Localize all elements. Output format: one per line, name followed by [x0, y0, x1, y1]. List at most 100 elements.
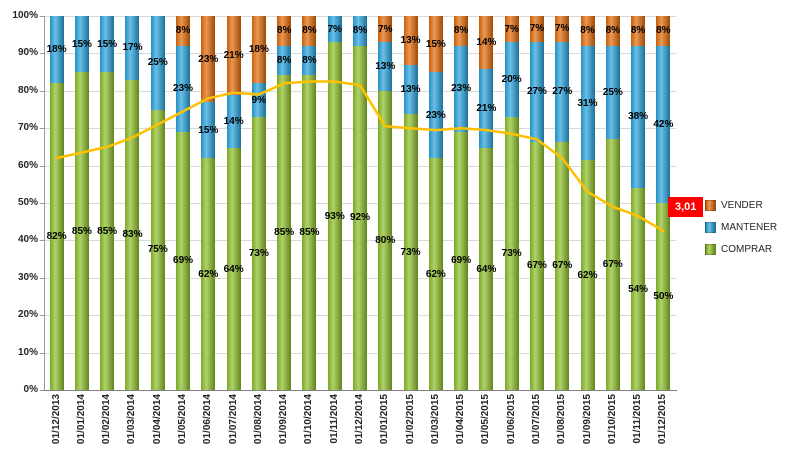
bar-segment-mantener [605, 45, 620, 140]
bar-segment-mantener [201, 102, 216, 159]
bar-segment-comprar [176, 131, 191, 390]
legend-label: COMPRAR [721, 244, 773, 255]
bar-segment-comprar [125, 79, 140, 390]
y-axis-label: 10% [17, 346, 38, 358]
y-axis-label: 90% [17, 47, 38, 59]
bar-segment-vender [656, 16, 671, 46]
bar-segment-vender [479, 16, 494, 69]
bar-segment-mantener [479, 68, 494, 149]
x-axis-label: 01/01/2014 [75, 394, 87, 445]
bar-segment-comprar [428, 158, 443, 390]
legend-swatch-vender [705, 200, 716, 211]
y-axis-label: 70% [17, 122, 38, 134]
x-axis-label: 01/04/2014 [151, 394, 163, 445]
bar-segment-mantener [125, 16, 140, 80]
bar-segment-mantener [555, 41, 570, 142]
y-axis-label: 0% [23, 384, 38, 395]
bar-segment-mantener [353, 16, 367, 46]
bar-segment-comprar [353, 45, 367, 390]
y-axis-tick [40, 128, 44, 130]
bar-segment-vender [403, 16, 418, 66]
x-axis-label: 01/11/2014 [328, 394, 340, 444]
x-axis-label: 01/08/2014 [252, 394, 264, 445]
x-axis-label: 01/05/2015 [480, 394, 492, 445]
bar-segment-comprar [529, 141, 544, 390]
bar-segment-vender [226, 16, 241, 96]
bar-segment-vender [504, 16, 519, 43]
x-axis-label: 01/10/2014 [303, 394, 315, 445]
bar-segment-vender [580, 16, 595, 46]
x-axis-line [44, 390, 677, 391]
bar-segment-comprar [201, 158, 216, 390]
x-axis-label: 01/07/2015 [530, 394, 542, 445]
bar-segment-comprar [580, 160, 595, 390]
y-axis-label: 50% [17, 197, 38, 208]
y-axis-tick [40, 16, 44, 17]
bar-segment-mantener [403, 65, 418, 115]
y-axis-label: 60% [17, 159, 38, 171]
bar-segment-mantener [529, 41, 544, 142]
bar-segment-comprar [656, 203, 671, 390]
y-axis-tick [40, 240, 44, 242]
bar-segment-mantener [504, 42, 519, 117]
legend-label: VENDER [721, 200, 763, 211]
x-axis-label: 01/01/2015 [379, 394, 391, 445]
legend-item-comprar: COMPRAR [705, 244, 772, 255]
bar-segment-mantener [302, 45, 317, 76]
bar-segment-vender [428, 16, 443, 73]
x-axis-label: 01/12/2015 [657, 394, 669, 445]
bar-segment-mantener [226, 95, 241, 149]
bar-segment-vender [605, 16, 620, 46]
x-axis-label: 01/03/2014 [126, 394, 138, 445]
x-axis-label: 01/09/2015 [581, 394, 593, 445]
bar-segment-mantener [100, 16, 115, 73]
trend-line-path [55, 80, 665, 233]
x-axis-label: 01/06/2014 [202, 394, 214, 445]
y-axis-tick [40, 90, 44, 92]
legend-swatch-comprar [705, 244, 716, 255]
bar-segment-comprar [504, 116, 519, 390]
x-axis-label: 01/12/2014 [354, 394, 365, 445]
bar-segment-comprar [302, 75, 317, 390]
x-axis-label: 01/09/2014 [278, 394, 290, 445]
bar-segment-vender [529, 16, 544, 42]
bar-segment-comprar [327, 42, 342, 390]
bar-segment-vender [555, 16, 570, 42]
y-axis-tick [40, 315, 44, 317]
bar-segment-vender [201, 16, 216, 103]
y-axis-tick [40, 165, 44, 167]
y-axis-label: 80% [17, 84, 38, 96]
legend-item-vender: VENDER [705, 200, 763, 211]
bar-segment-comprar [555, 141, 570, 390]
bar-segment-mantener [428, 72, 443, 159]
bar-segment-comprar [251, 116, 266, 390]
legend-swatch-mantener [705, 222, 716, 233]
bar-segment-mantener [150, 16, 165, 110]
y-axis-tick [40, 390, 44, 391]
x-axis-label: 01/03/2015 [429, 394, 441, 445]
bar-segment-vender [277, 16, 292, 46]
bar-segment-vender [378, 16, 393, 43]
bar-segment-mantener [378, 42, 393, 91]
y-axis-label: 20% [17, 309, 38, 321]
bar-segment-mantener [631, 45, 646, 189]
bar-segment-mantener [277, 45, 292, 76]
bar-segment-mantener [454, 45, 469, 132]
y-axis-tick [40, 53, 44, 55]
bar-segment-mantener [49, 16, 64, 84]
bar-segment-comprar [277, 75, 292, 390]
bar-segment-comprar [479, 148, 494, 390]
x-axis-label: 01/04/2015 [455, 394, 467, 445]
bar-segment-vender [302, 16, 317, 46]
bar-segment-mantener [74, 16, 89, 73]
x-axis-label: 01/07/2014 [227, 394, 239, 445]
x-axis-label: 01/02/2014 [101, 394, 113, 445]
y-axis-label: 100% [12, 10, 38, 21]
bar-segment-comprar [403, 114, 418, 390]
x-axis-label: 01/11/2015 [632, 394, 644, 444]
y-axis-line [44, 16, 45, 391]
x-axis-label: 01/08/2015 [556, 394, 568, 445]
bar-segment-vender [454, 16, 469, 46]
trend-line [55, 80, 665, 233]
